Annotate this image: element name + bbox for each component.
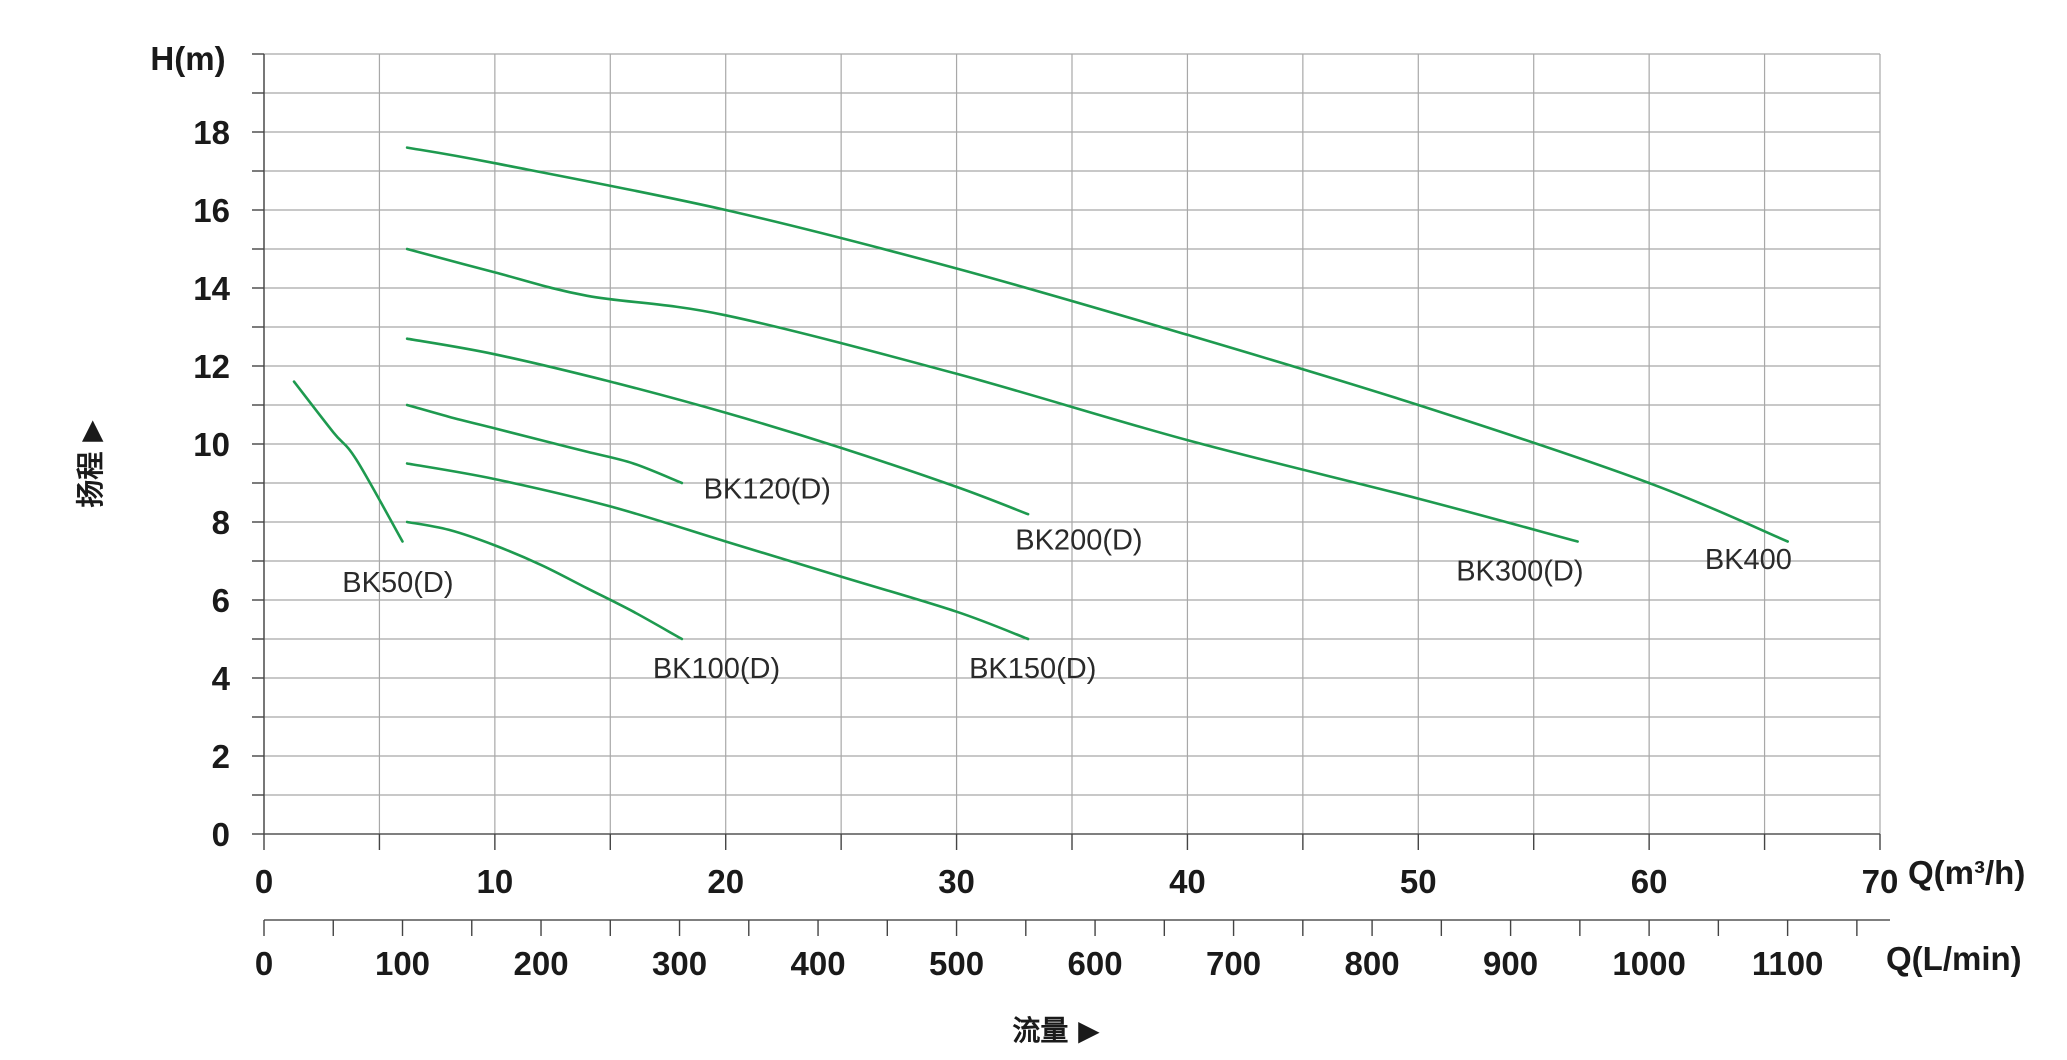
x-axis-secondary-unit-label: Q(L/min) bbox=[1886, 940, 2022, 977]
y-tick-label: 16 bbox=[193, 192, 230, 229]
x-tick-label-primary: 70 bbox=[1862, 863, 1899, 900]
y-axis-title: 扬程 ▶ bbox=[74, 420, 107, 508]
series-line-bk100-d bbox=[405, 520, 684, 641]
curve-label-bk200-d: BK200(D) bbox=[1015, 524, 1142, 556]
curve-label-bk400: BK400 bbox=[1705, 544, 1792, 576]
y-tick-label: 4 bbox=[212, 660, 231, 697]
x-tick-label-secondary: 200 bbox=[513, 945, 568, 982]
x-tick-label-secondary: 1100 bbox=[1752, 945, 1824, 982]
grid bbox=[264, 53, 1881, 834]
y-tick-label: 14 bbox=[193, 270, 230, 307]
x-tick-label-secondary: 500 bbox=[929, 945, 984, 982]
x-tick-label-secondary: 800 bbox=[1345, 945, 1400, 982]
x-tick-label-secondary: 700 bbox=[1206, 945, 1261, 982]
series-line-bk200-d bbox=[405, 337, 1030, 516]
x-tick-label-primary: 20 bbox=[707, 863, 744, 900]
x-tick-label-primary: 50 bbox=[1400, 863, 1437, 900]
curve-label-bk50-d: BK50(D) bbox=[342, 567, 453, 599]
curve-label-bk150-d: BK150(D) bbox=[969, 653, 1096, 685]
series-line-bk300-d bbox=[405, 247, 1579, 543]
y-tick-label: 10 bbox=[193, 426, 230, 463]
series-line-bk120-d bbox=[405, 403, 684, 485]
curve-labels: BK50(D) BK100(D) BK120(D) BK150(D) BK200(D) B… bbox=[342, 474, 1792, 685]
series-line-bk50-d bbox=[292, 380, 404, 543]
curve-label-bk300-d: BK300(D) bbox=[1456, 556, 1583, 588]
y-tick-label: 8 bbox=[212, 504, 230, 541]
x-tick-label-primary: 40 bbox=[1169, 863, 1206, 900]
y-tick-label: 2 bbox=[212, 738, 230, 775]
curve-label-bk100-d: BK100(D) bbox=[653, 653, 780, 685]
x-tick-label-primary: 10 bbox=[476, 863, 513, 900]
series-line-bk150-d bbox=[405, 462, 1030, 641]
series-group bbox=[292, 146, 1789, 641]
x-tick-label-secondary: 300 bbox=[652, 945, 707, 982]
x-tick-label-secondary: 100 bbox=[375, 945, 430, 982]
x-tick-label-primary: 60 bbox=[1631, 863, 1668, 900]
x-tick-label-primary: 30 bbox=[938, 863, 975, 900]
x-axis-title: 流量 ▶ bbox=[1012, 1014, 1100, 1047]
y-tick-label: 18 bbox=[193, 114, 230, 151]
y-axis-unit-label: H(m) bbox=[150, 40, 225, 77]
y-tick-label: 6 bbox=[212, 582, 230, 619]
x-tick-label-secondary: 900 bbox=[1483, 945, 1538, 982]
x-tick-label-secondary: 400 bbox=[791, 945, 846, 982]
series-line-bk400 bbox=[405, 146, 1789, 543]
x-axis-primary-unit-label: Q(m³/h) bbox=[1908, 854, 2025, 891]
curve-label-bk120-d: BK120(D) bbox=[704, 474, 831, 506]
y-tick-label: 0 bbox=[212, 816, 230, 853]
x-tick-label-secondary: 600 bbox=[1068, 945, 1123, 982]
x-tick-label-primary: 0 bbox=[255, 863, 273, 900]
y-tick-label: 12 bbox=[193, 348, 230, 385]
x-tick-label-secondary: 0 bbox=[255, 945, 273, 982]
x-tick-label-secondary: 1000 bbox=[1612, 945, 1685, 982]
